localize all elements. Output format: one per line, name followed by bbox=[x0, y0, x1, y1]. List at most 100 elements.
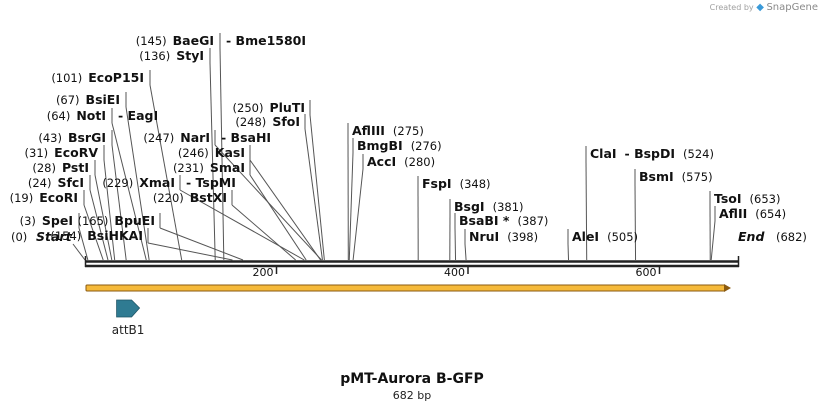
site-label-11[interactable]: BsiHKAI (154) bbox=[50, 228, 143, 243]
site-pos-3: (28) bbox=[32, 161, 56, 175]
site-label-28[interactable]: ClaI - BspDI (524) bbox=[590, 146, 714, 161]
site-line-6 bbox=[111, 122, 147, 261]
site-name-20: AflIII bbox=[352, 123, 385, 138]
site-pos-10: (145) bbox=[136, 34, 167, 48]
site-name-21: BmgBI bbox=[357, 138, 403, 153]
site-pos-20: (275) bbox=[393, 124, 424, 138]
orf-arrowhead bbox=[724, 284, 731, 292]
site-lines bbox=[72, 33, 716, 261]
site-label-27[interactable]: AleI (505) bbox=[572, 229, 638, 244]
site-label-8[interactable]: EcoP15I (101) bbox=[51, 70, 144, 85]
site-label-22[interactable]: AccI (280) bbox=[367, 154, 435, 169]
site-name-24: BsgI bbox=[454, 199, 485, 214]
site-label-31[interactable]: AflII (654) bbox=[719, 206, 786, 221]
site-name-7: BsiEI bbox=[86, 92, 120, 107]
site-label-21[interactable]: BmgBI (276) bbox=[357, 138, 442, 153]
site-label-7[interactable]: BsiEI (67) bbox=[56, 92, 120, 107]
site-line-18 bbox=[304, 128, 323, 261]
site-label-14[interactable]: XmaI (229) - TspMI bbox=[102, 175, 236, 190]
site-line-31 bbox=[710, 220, 716, 261]
site-line-12 bbox=[159, 227, 244, 261]
site-pos-15: (231) bbox=[173, 161, 204, 175]
site-line-26 bbox=[464, 243, 467, 261]
site-label-2[interactable]: SfcI (24) bbox=[28, 175, 84, 190]
site-label-26[interactable]: NruI (398) bbox=[469, 229, 538, 244]
site-extra-10: - Bme1580I bbox=[226, 33, 306, 48]
feature-attB1[interactable]: attB1 bbox=[112, 299, 145, 337]
site-line-19 bbox=[309, 114, 325, 261]
site-name-9: StyI bbox=[176, 48, 204, 63]
site-extra-28: - BspDI bbox=[625, 146, 675, 161]
site-label-9[interactable]: StyI (136) bbox=[139, 48, 204, 63]
site-label-6[interactable]: NotI (64) - EagI bbox=[47, 108, 158, 123]
site-name-0: SpeI bbox=[42, 213, 73, 228]
site-line-25 bbox=[454, 227, 457, 261]
site-name-13: BstXI bbox=[190, 190, 227, 205]
site-name-16: KasI bbox=[215, 145, 245, 160]
site-pos-25: (387) bbox=[517, 214, 548, 228]
site-name-29: BsmI bbox=[639, 169, 674, 184]
site-label-30[interactable]: TsoI (653) bbox=[714, 191, 780, 206]
site-name-6: NotI bbox=[76, 108, 106, 123]
site-name-12: BpuEI bbox=[114, 213, 155, 228]
site-label-12[interactable]: BpuEI (165) bbox=[77, 213, 155, 228]
site-pos-0: (3) bbox=[20, 214, 36, 228]
orf-bar bbox=[85, 284, 726, 292]
site-pos-14: (229) bbox=[102, 176, 133, 190]
site-pos-11: (154) bbox=[50, 229, 81, 243]
site-label-13[interactable]: BstXI (220) bbox=[153, 190, 227, 205]
site-pos-29: (575) bbox=[682, 170, 713, 184]
site-line-9 bbox=[209, 62, 216, 261]
site-pos-24: (381) bbox=[493, 200, 524, 214]
feature-label-0: attB1 bbox=[112, 323, 145, 337]
credit-prefix: Created by bbox=[709, 3, 754, 12]
site-line-4 bbox=[103, 159, 116, 261]
site-pos-5: (43) bbox=[38, 131, 62, 145]
axis-ticks: 200 400 600 bbox=[252, 266, 661, 279]
site-name-18: SfoI bbox=[272, 114, 300, 129]
site-pos-16: (246) bbox=[178, 146, 209, 160]
site-pos-23: (348) bbox=[460, 177, 491, 191]
site-line-3 bbox=[94, 174, 113, 261]
site-label-4[interactable]: EcoRV (31) bbox=[25, 145, 99, 160]
site-label-5[interactable]: BsrGI (43) bbox=[38, 130, 106, 145]
site-name-26: NruI bbox=[469, 229, 499, 244]
site-line-8 bbox=[149, 84, 183, 261]
site-pos-22: (280) bbox=[404, 155, 435, 169]
plasmid-name: pMT-Aurora B-GFP bbox=[340, 371, 484, 387]
site-label-18[interactable]: SfoI (248) bbox=[235, 114, 300, 129]
site-extra-17: - BsaHI bbox=[221, 130, 271, 145]
tick-label-2: 600 bbox=[635, 266, 656, 279]
site-label-0[interactable]: SpeI (3) bbox=[20, 213, 73, 228]
site-pos-2: (24) bbox=[28, 176, 52, 190]
site-line-5 bbox=[111, 144, 127, 261]
site-label-24[interactable]: BsgI (381) bbox=[454, 199, 524, 214]
site-label-29[interactable]: BsmI (575) bbox=[639, 169, 713, 184]
site-label-1[interactable]: EcoRI (19) bbox=[10, 190, 78, 205]
site-pos-19: (250) bbox=[233, 101, 264, 115]
site-label-3[interactable]: PstI (28) bbox=[32, 160, 89, 175]
site-pos-12: (165) bbox=[77, 214, 108, 228]
start-name: Start bbox=[36, 229, 73, 244]
site-name-1: EcoRI bbox=[39, 190, 78, 205]
site-label-15[interactable]: SmaI (231) bbox=[173, 160, 245, 175]
site-name-28: ClaI bbox=[590, 146, 617, 161]
site-label-17[interactable]: NarI (247) - BsaHI bbox=[143, 130, 271, 145]
end-pos: (682) bbox=[776, 230, 807, 244]
site-label-25[interactable]: BsaBI * (387) bbox=[459, 213, 548, 228]
site-label-20[interactable]: AflIII (275) bbox=[352, 123, 424, 138]
site-pos-27: (505) bbox=[607, 230, 638, 244]
site-name-31: AflII bbox=[719, 206, 747, 221]
site-label-10[interactable]: BaeGI (145) - Bme1580I bbox=[136, 33, 306, 48]
site-name-10: BaeGI bbox=[173, 33, 214, 48]
site-label-19[interactable]: PluTI (250) bbox=[233, 100, 305, 115]
site-name-5: BsrGI bbox=[68, 130, 106, 145]
site-label-16[interactable]: KasI (246) bbox=[178, 145, 245, 160]
site-pos-1: (19) bbox=[10, 191, 34, 205]
site-label-23[interactable]: FspI (348) bbox=[422, 176, 491, 191]
site-name-15: SmaI bbox=[210, 160, 245, 175]
site-pos-30: (653) bbox=[750, 192, 781, 206]
feature-arrow-0 bbox=[116, 299, 141, 318]
site-pos-4: (31) bbox=[25, 146, 49, 160]
site-pos-9: (136) bbox=[139, 49, 170, 63]
